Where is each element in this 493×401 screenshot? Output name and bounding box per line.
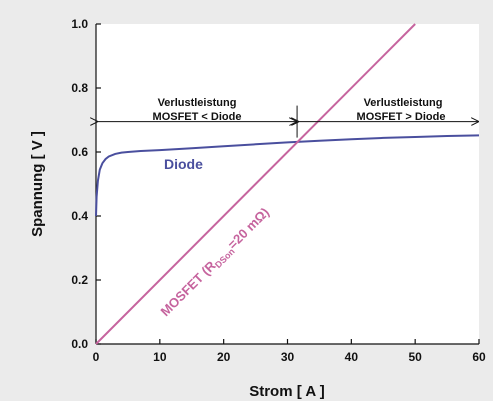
x-tick-label: 20 [217, 350, 231, 364]
series-line-mosfet [95, 23, 416, 345]
x-ticks: 0 10 20 30 40 50 60 [93, 339, 486, 364]
annotation-right-line1: Verlustleistung [364, 97, 443, 109]
y-tick-label: 0.4 [71, 209, 88, 223]
x-tick-label: 30 [281, 350, 295, 364]
y-tick-label: 1.0 [71, 17, 88, 31]
y-axis-title: Spannung [ V ] [29, 131, 46, 237]
annotation-left-line2: MOSFET < Diode [153, 111, 242, 123]
x-tick-label: 40 [345, 350, 359, 364]
x-axis-title: Strom [ A ] [249, 383, 325, 400]
series-label-diode: Diode [164, 156, 203, 172]
annotation-right-line2: MOSFET > Diode [357, 111, 446, 123]
series-line-diode [95, 134, 480, 217]
y-tick-label: 0.0 [71, 337, 88, 351]
y-ticks: 0.0 0.2 0.4 0.6 0.8 1.0 [71, 17, 101, 351]
y-tick-label: 0.2 [71, 273, 88, 287]
x-tick-label: 10 [153, 350, 167, 364]
x-tick-label: 0 [93, 350, 100, 364]
x-tick-label: 50 [408, 350, 422, 364]
y-tick-label: 0.6 [71, 145, 88, 159]
annotation-left-line1: Verlustleistung [158, 97, 237, 109]
y-tick-label: 0.8 [71, 81, 88, 95]
x-tick-label: 60 [472, 350, 486, 364]
plot-area [96, 24, 479, 344]
